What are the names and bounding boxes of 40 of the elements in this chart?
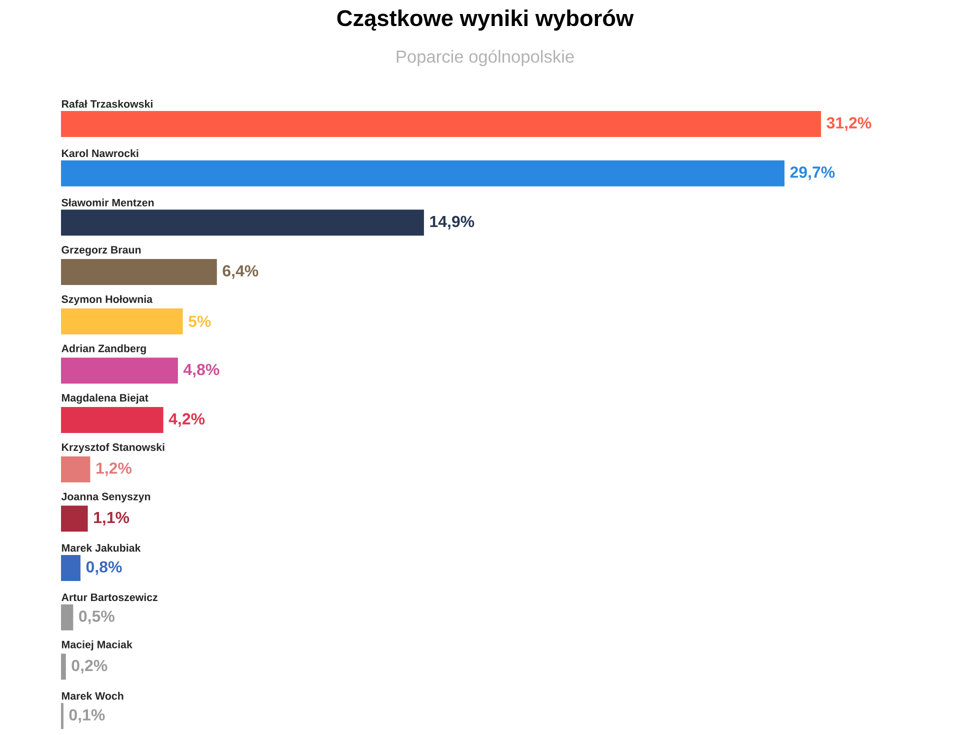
- y-tick-label: Grzegorz Braun: [62, 246, 141, 256]
- bar: [61, 308, 183, 334]
- data-label: 0,8%: [86, 561, 122, 575]
- y-tick-label: Krzysztof Stanowski: [62, 443, 164, 454]
- chart-subtitle: Poparcie ogólnopolskie: [396, 50, 574, 66]
- chart-title: Cząstkowe wyniki wyborów: [337, 9, 634, 31]
- bar: [61, 654, 66, 680]
- y-tick-label: Artur Bartoszewicz: [62, 593, 158, 602]
- y-tick-label: Rafał Trzaskowski: [62, 100, 152, 108]
- y-tick-label: Magdalena Biejat: [62, 394, 148, 404]
- data-label: 29,7%: [790, 166, 835, 180]
- data-label: 4,2%: [168, 413, 205, 427]
- bar: [61, 210, 424, 236]
- data-label: 31,2%: [826, 117, 872, 131]
- data-label: 1,1%: [94, 512, 130, 526]
- bar: [61, 407, 164, 434]
- bar: [61, 259, 217, 286]
- data-label: 14,9%: [430, 216, 474, 230]
- data-label: 6,4%: [222, 265, 258, 279]
- y-tick-label: Adrian Zandberg: [62, 344, 146, 354]
- bar: [61, 506, 88, 532]
- y-tick-label: Maciej Maciak: [62, 640, 132, 650]
- bar: [61, 555, 80, 582]
- y-tick-label: Marek Jakubiak: [62, 544, 141, 552]
- y-tick-label: Marek Woch: [62, 692, 124, 700]
- bar: [61, 604, 74, 630]
- data-label: 0,5%: [79, 610, 114, 624]
- y-tick-label: Joanna Senyszyn: [61, 492, 150, 502]
- y-tick-label: Sławomir Mentzen: [62, 198, 154, 206]
- y-tick-label: Karol Nawrocki: [62, 149, 138, 158]
- bar: [61, 358, 178, 384]
- data-label: 0,2%: [72, 660, 108, 674]
- bar: [61, 111, 822, 137]
- data-label: 0,1%: [69, 709, 105, 723]
- data-label: 1,2%: [96, 462, 132, 476]
- bar: [61, 160, 784, 186]
- data-label: 4,8%: [183, 364, 220, 378]
- data-label: 5%: [188, 316, 211, 327]
- bar: [61, 456, 90, 482]
- y-tick-label: Szymon Hołownia: [62, 295, 153, 306]
